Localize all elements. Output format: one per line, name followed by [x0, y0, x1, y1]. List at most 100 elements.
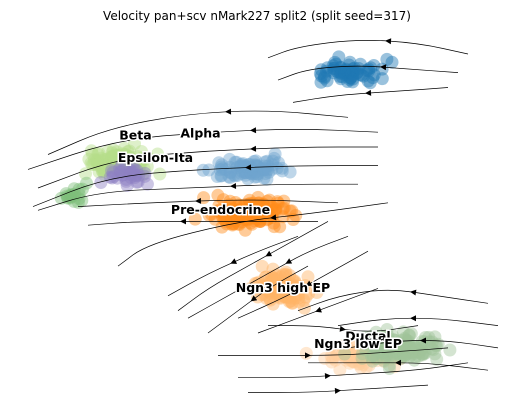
cell-point [54, 191, 68, 205]
cell-point [356, 358, 370, 371]
cell-point [425, 335, 439, 349]
cell-point [151, 147, 165, 161]
streamline-arrowhead [410, 289, 417, 296]
cell-point [279, 282, 293, 296]
cell-point [251, 190, 265, 204]
cell-point [355, 351, 369, 365]
cell-point [379, 336, 392, 350]
cell-point [382, 337, 396, 351]
cell-point [100, 160, 113, 174]
cell-point [127, 160, 141, 174]
cell-point [100, 152, 114, 166]
cell-point [108, 156, 122, 170]
cell-point [250, 170, 264, 184]
cell-point [243, 197, 257, 211]
cell-point [373, 342, 387, 355]
cell-point [124, 170, 138, 184]
cluster-label: Beta [119, 128, 151, 143]
cell-point [259, 167, 273, 181]
cell-point [202, 208, 216, 222]
cell-point [369, 333, 383, 347]
cell-point [363, 76, 377, 90]
cell-point [265, 204, 279, 218]
cell-point [386, 336, 399, 350]
cell-point [392, 336, 406, 350]
cell-point [222, 210, 236, 224]
cell-point [234, 167, 248, 181]
cell-point [213, 203, 227, 217]
cell-point [278, 284, 292, 298]
cell-point [117, 141, 131, 155]
cell-point [387, 346, 400, 360]
cell-point [210, 170, 224, 183]
cell-point [220, 217, 234, 231]
cell-point [68, 187, 81, 201]
cell-point [282, 279, 296, 293]
cell-point [128, 137, 141, 151]
cell-point [366, 354, 380, 368]
cell-point [347, 61, 361, 75]
cell-point [352, 350, 365, 363]
cell-point [123, 163, 137, 177]
cell-point [214, 206, 228, 220]
cluster-label: Ductal [345, 329, 390, 344]
cell-point [222, 209, 236, 223]
streamline-arrowhead [305, 352, 311, 359]
cell-point [244, 167, 258, 181]
cell-point [105, 151, 119, 165]
cell-point [245, 206, 259, 219]
cell-point [364, 61, 378, 75]
streamline-arrowhead [420, 337, 426, 344]
cell-point [328, 55, 342, 69]
cell-point [222, 170, 236, 184]
cell-point [131, 154, 145, 168]
cell-point [269, 204, 283, 217]
cell-point [284, 294, 297, 308]
velocity-streamline [32, 165, 378, 207]
cell-point [376, 331, 390, 345]
cell-point [264, 199, 278, 213]
cell-point [361, 345, 375, 359]
cell-point [337, 348, 351, 362]
cell-point [60, 189, 74, 203]
cell-point [114, 156, 127, 170]
cell-point [239, 207, 252, 220]
cell-point [129, 169, 143, 183]
cell-point [314, 75, 328, 89]
cell-point [342, 348, 356, 362]
cell-point [378, 347, 392, 361]
cell-point [299, 290, 313, 304]
cell-point [391, 347, 405, 361]
cell-point [265, 273, 278, 287]
cell-point [345, 346, 359, 360]
cell-point [355, 68, 369, 82]
cell-point [101, 144, 115, 158]
cell-point [92, 146, 106, 160]
cell-point [241, 202, 255, 216]
cell-point [327, 61, 341, 75]
streamline-arrowhead [230, 258, 237, 264]
cell-point [235, 209, 248, 222]
cell-point [115, 163, 129, 177]
cluster-label: Epsilon-Ita [118, 150, 193, 165]
streamline-arrowhead [385, 38, 392, 45]
velocity-streamline [87, 221, 319, 226]
cell-point [339, 350, 353, 364]
cell-point [395, 333, 408, 347]
cell-point [374, 346, 388, 360]
cell-point [344, 348, 358, 362]
cell-point [251, 211, 265, 225]
cell-point [385, 347, 399, 361]
cell-point [327, 66, 341, 80]
cell-point [389, 347, 403, 361]
cell-point [126, 163, 140, 177]
cell-point [253, 281, 267, 295]
streamline-arrowhead [250, 295, 258, 302]
cell-point [115, 158, 129, 172]
cell-point [231, 209, 245, 223]
cell-point [335, 67, 349, 81]
cell-point [377, 354, 391, 368]
cell-point [354, 346, 368, 360]
cell-point [244, 207, 258, 221]
cell-point [258, 206, 272, 220]
